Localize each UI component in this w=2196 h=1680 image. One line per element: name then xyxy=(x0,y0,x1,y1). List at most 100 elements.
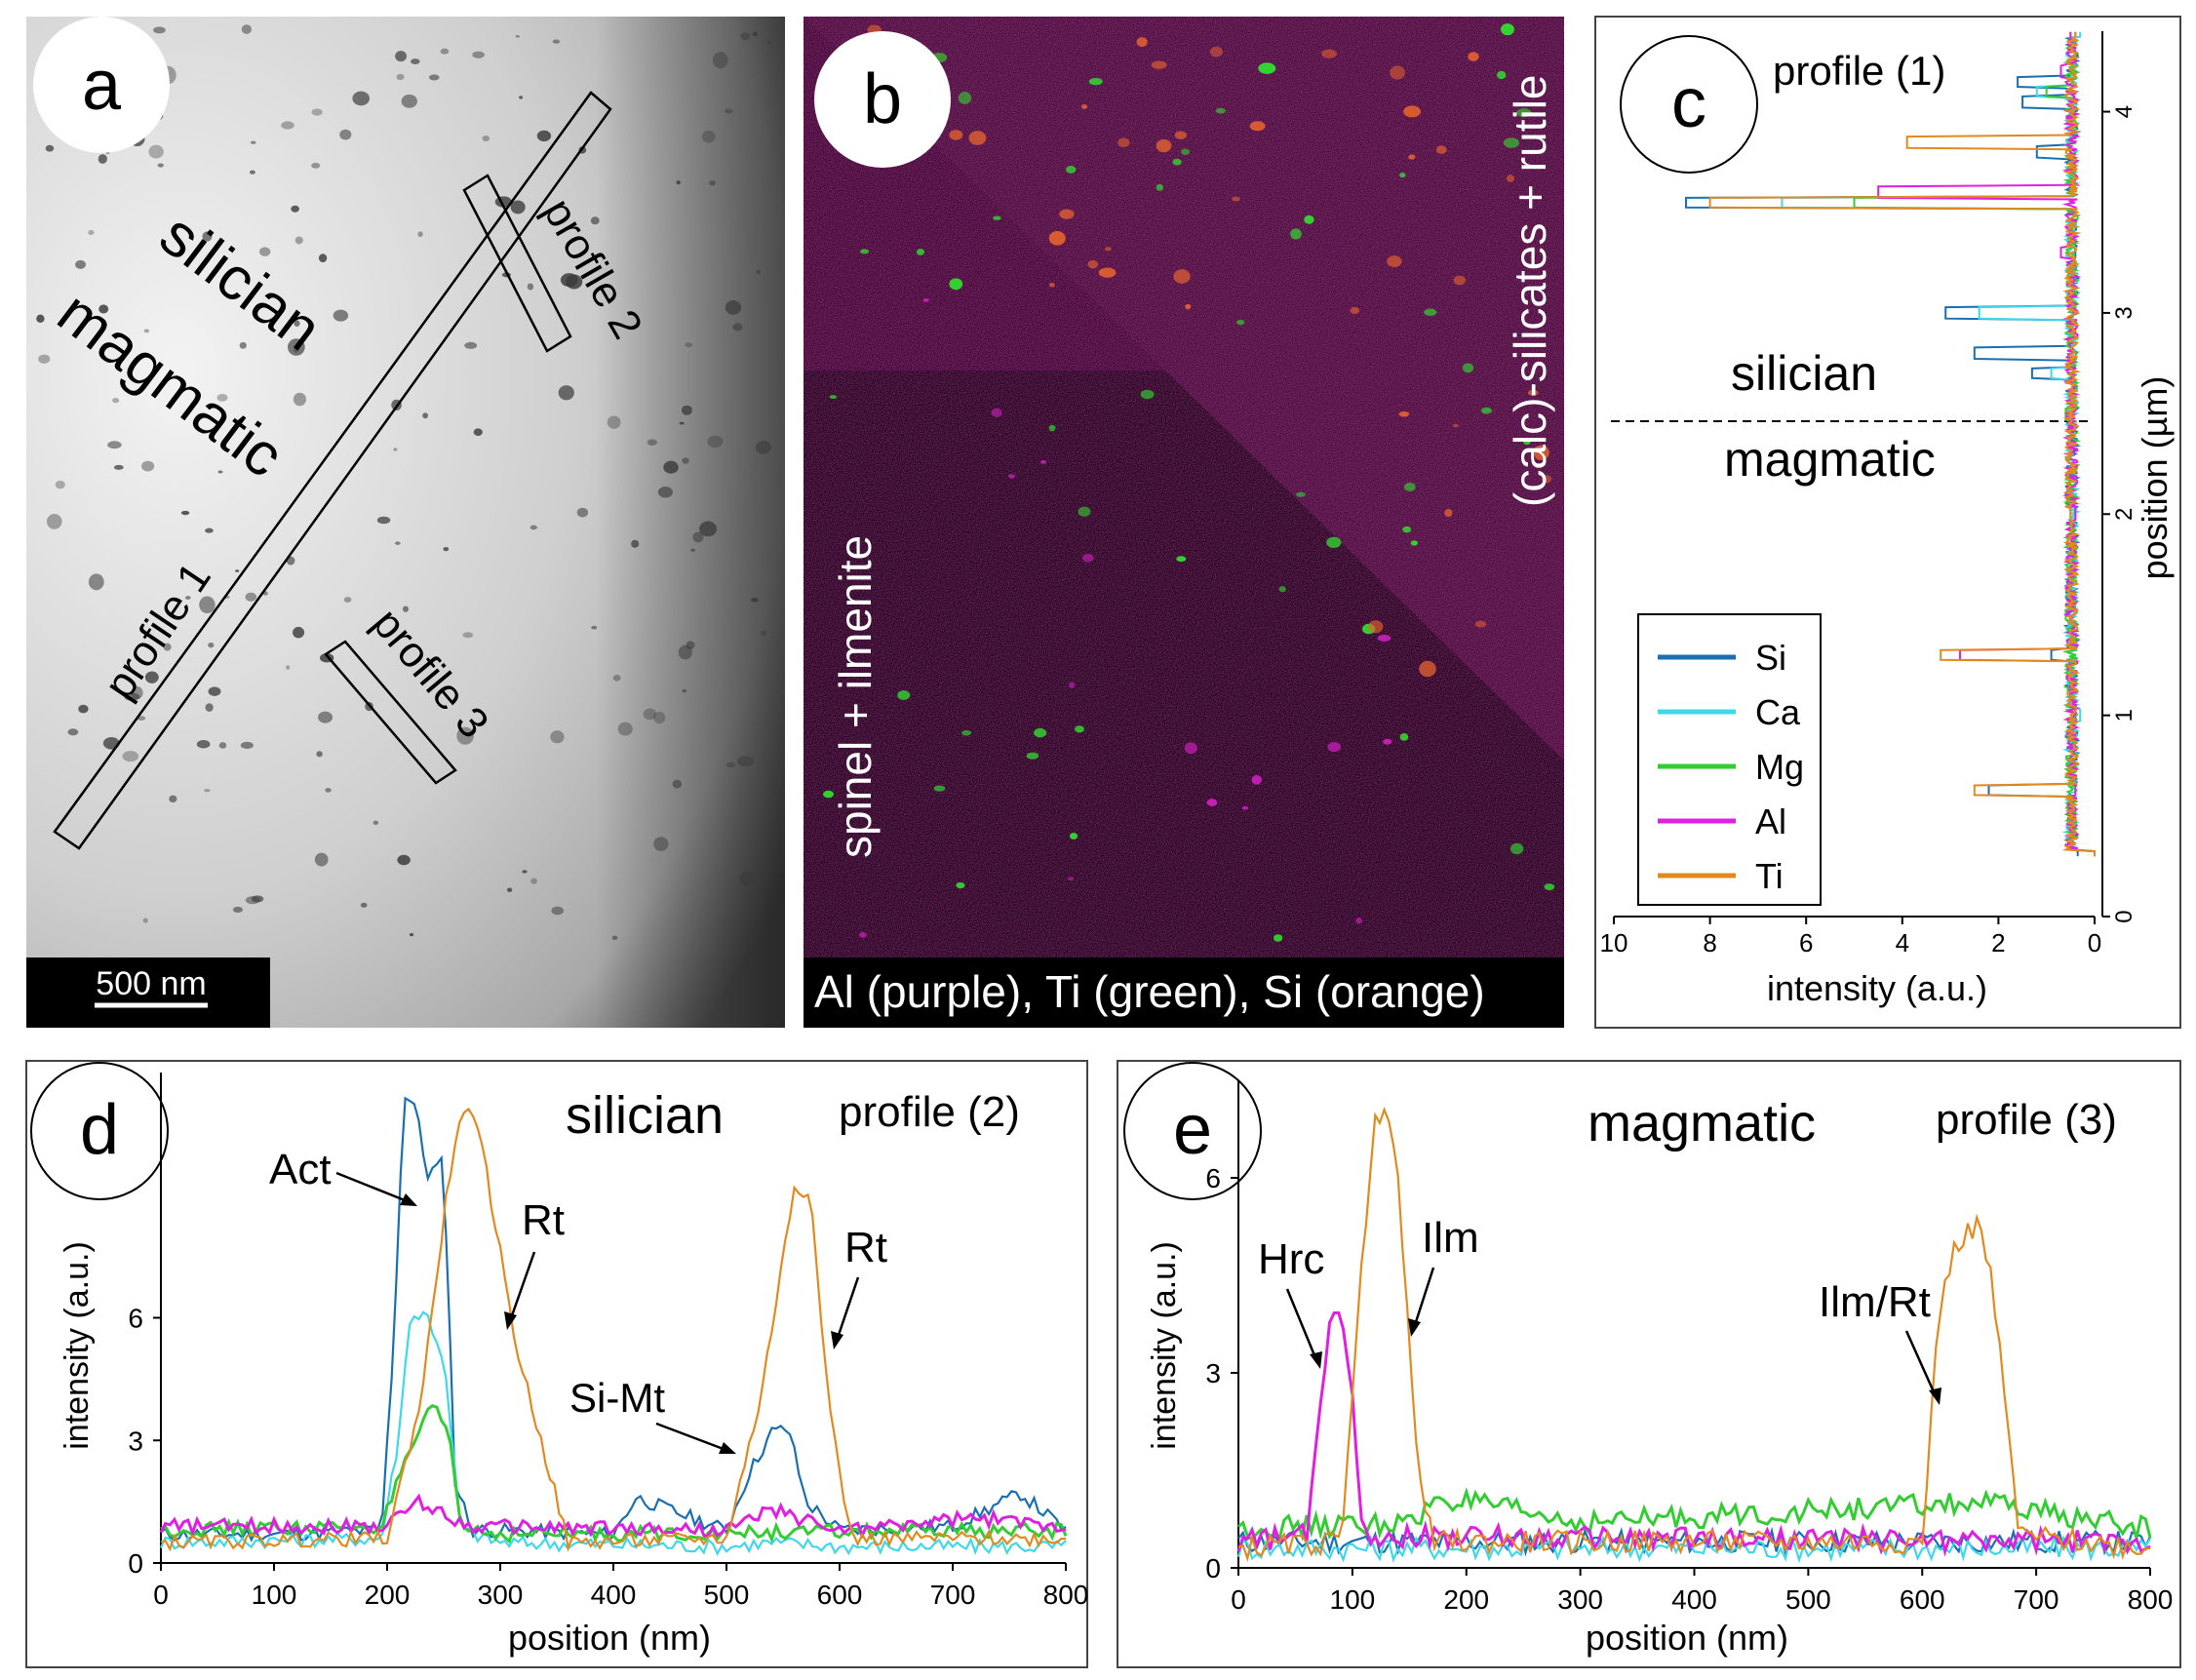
tem-particle xyxy=(527,283,534,291)
series-al xyxy=(1236,1311,2151,1557)
eds-particle xyxy=(1174,131,1187,139)
eds-particle xyxy=(1278,586,1286,593)
eds-particle xyxy=(1496,70,1507,80)
tem-particle xyxy=(141,460,155,472)
tem-particle xyxy=(217,470,223,474)
eds-particle xyxy=(1067,877,1074,881)
eds-particle xyxy=(1387,255,1402,268)
panel-b-label-lower: spinel + ilmenite xyxy=(830,535,881,858)
tem-particle xyxy=(690,548,696,552)
tem-particle xyxy=(709,179,716,186)
series-mg xyxy=(1237,1487,2152,1544)
x-tick-label: 700 xyxy=(930,1580,976,1610)
legend-label-mg: Mg xyxy=(1755,747,1804,787)
eds-particle xyxy=(1215,107,1226,114)
eds-particle xyxy=(1241,805,1249,810)
tem-particle xyxy=(311,108,323,116)
tem-particle xyxy=(232,906,244,914)
tem-particle xyxy=(552,39,561,44)
x-tick-label: 0 xyxy=(153,1580,169,1610)
tem-particle xyxy=(88,230,95,235)
eds-particle xyxy=(949,130,963,140)
series-ti xyxy=(1237,1106,2151,1563)
eds-particle xyxy=(1236,319,1245,326)
panel-a: a silician magmatic profile 1 profile 2 … xyxy=(26,17,785,1028)
tem-particle xyxy=(239,341,247,349)
eds-particle xyxy=(1251,775,1263,785)
tem-particle xyxy=(395,541,401,545)
eds-particle xyxy=(823,790,835,799)
tem-particle xyxy=(318,254,328,263)
x-tick-label: 8 xyxy=(1703,928,1716,957)
tem-particle xyxy=(755,440,772,454)
eds-particle xyxy=(858,932,867,938)
tem-particle xyxy=(316,751,323,758)
tem-particle xyxy=(259,247,271,256)
tem-particle xyxy=(286,665,291,670)
tem-particle xyxy=(682,457,689,464)
eds-particle xyxy=(1059,209,1075,219)
series-ca xyxy=(159,1310,1067,1556)
eds-particle xyxy=(956,881,965,889)
tem-particle xyxy=(153,26,166,34)
tem-particle xyxy=(522,870,528,874)
tem-particle xyxy=(148,144,164,159)
eds-particle xyxy=(968,131,987,145)
panel-d-xlabel: position (nm) xyxy=(508,1618,711,1658)
tem-particle xyxy=(591,625,598,630)
eds-particle xyxy=(1402,526,1412,533)
eds-particle xyxy=(1081,553,1094,563)
tem-particle xyxy=(429,74,440,81)
tem-particle xyxy=(681,405,692,415)
eds-particle xyxy=(1156,138,1172,153)
y-tick-label: 1 xyxy=(2111,709,2137,722)
tem-particle xyxy=(163,643,172,651)
tem-particle xyxy=(250,140,256,144)
y-tick-label: 3 xyxy=(2111,306,2137,319)
panel-e-letter-circle xyxy=(1123,1062,1262,1200)
series-ti xyxy=(160,1107,1067,1552)
y-tick-label: 2 xyxy=(2111,508,2137,521)
eds-particle xyxy=(1048,424,1056,432)
annotation-act: Act xyxy=(269,1146,332,1193)
panel-c-series xyxy=(1685,31,2096,857)
tem-particle xyxy=(643,708,657,721)
panel-e-axes: 0 100 200 300 400 500 600 700 800 0 3 6 xyxy=(1205,1080,2173,1615)
tem-particle xyxy=(88,573,104,591)
tem-particle xyxy=(75,259,87,269)
annotation-ilm-rt: Ilm/Rt xyxy=(1819,1278,1931,1326)
panel-d-letter-circle xyxy=(30,1062,169,1200)
eds-particle xyxy=(1480,407,1492,414)
tem-particle xyxy=(417,231,423,237)
x-tick-label: 100 xyxy=(252,1580,297,1610)
tem-particle xyxy=(657,487,673,498)
tem-particle xyxy=(294,320,300,327)
eds-particle xyxy=(1527,389,1539,396)
tem-particle xyxy=(672,779,683,789)
tem-particle xyxy=(343,597,352,603)
eds-particle xyxy=(1184,742,1197,755)
tem-particle xyxy=(732,323,743,332)
eds-particle xyxy=(1541,475,1552,484)
eds-particle xyxy=(1088,78,1103,86)
eds-particle xyxy=(1377,635,1392,642)
annotation-rt-2: Rt xyxy=(844,1224,887,1271)
tem-particle xyxy=(707,435,724,449)
annotation-si-mt: Si-Mt xyxy=(569,1375,665,1421)
y-tick-label: 0 xyxy=(128,1548,143,1579)
x-tick-label: 600 xyxy=(1900,1584,1945,1615)
eds-particle xyxy=(1039,460,1047,464)
eds-particle xyxy=(1510,842,1524,855)
tem-particle xyxy=(473,428,483,436)
tem-particle xyxy=(443,547,450,552)
tem-particle xyxy=(67,728,79,736)
eds-particle xyxy=(961,729,972,736)
eds-particle xyxy=(1151,60,1167,69)
legend xyxy=(1637,613,1822,906)
tem-particle xyxy=(169,795,177,803)
eds-particle xyxy=(1544,883,1555,891)
panel-c-axes: 10 8 6 4 2 00 1 2 3 4 xyxy=(1600,31,2137,957)
tem-particle xyxy=(245,592,257,602)
eds-particle xyxy=(1156,183,1164,191)
eds-particle xyxy=(1399,173,1406,178)
